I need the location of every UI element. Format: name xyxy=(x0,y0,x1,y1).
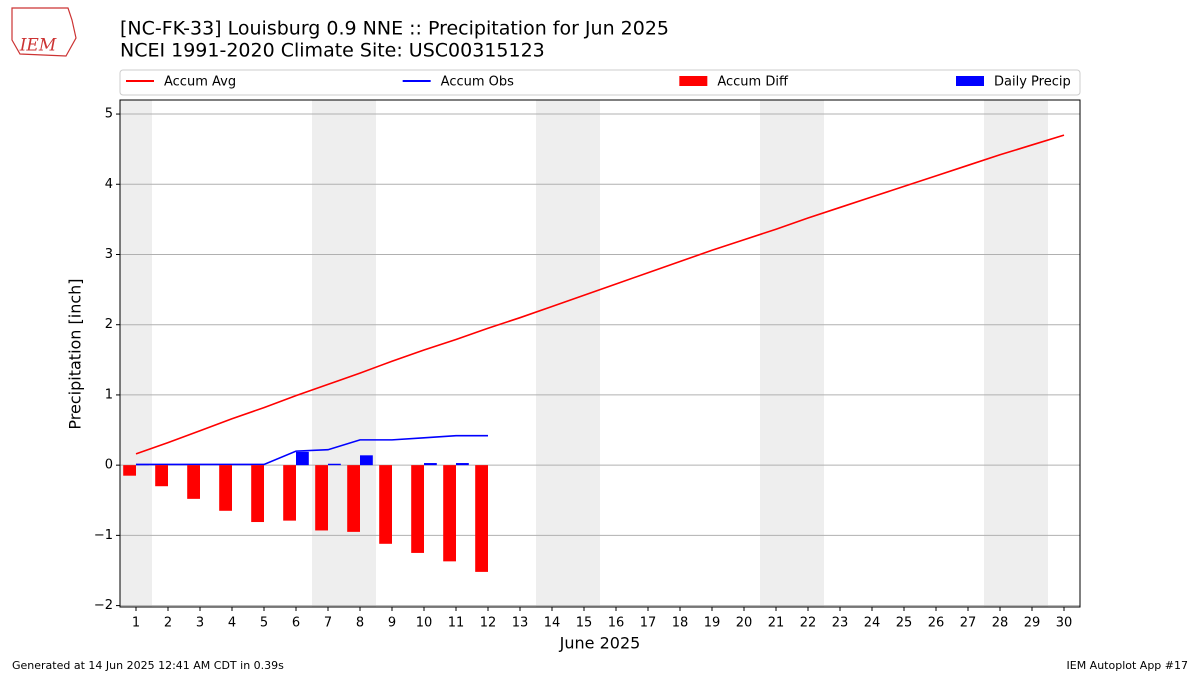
y-tick-label: 1 xyxy=(105,387,113,402)
x-tick-label: 10 xyxy=(416,616,433,631)
x-tick-label: 24 xyxy=(864,616,881,631)
x-tick-label: 8 xyxy=(356,616,364,631)
bar xyxy=(315,465,328,531)
x-tick-label: 9 xyxy=(388,616,396,631)
legend-swatch xyxy=(679,76,708,86)
x-tick-label: 19 xyxy=(704,616,721,631)
x-tick-label: 23 xyxy=(832,616,849,631)
x-tick-label: 22 xyxy=(800,616,817,631)
x-tick-label: 26 xyxy=(928,616,945,631)
weekend-band xyxy=(536,100,568,607)
bar xyxy=(283,465,296,521)
bar xyxy=(379,465,392,544)
logo: IEM xyxy=(11,7,77,57)
x-tick-label: 17 xyxy=(640,616,657,631)
x-tick-label: 20 xyxy=(736,616,753,631)
y-tick-label: 0 xyxy=(105,458,113,473)
bar xyxy=(360,455,373,466)
x-tick-label: 16 xyxy=(608,616,625,631)
x-tick-label: 28 xyxy=(992,616,1009,631)
bar xyxy=(123,465,136,476)
plot-frame xyxy=(119,99,1081,608)
y-axis-label: Precipitation [inch] xyxy=(66,278,85,429)
legend-label: Accum Obs xyxy=(441,75,514,90)
x-tick-label: 1 xyxy=(132,616,140,631)
y-tick-label: −1 xyxy=(94,528,113,543)
y-tick-label: 2 xyxy=(105,317,113,332)
footer-left: Generated at 14 Jun 2025 12:41 AM CDT in… xyxy=(12,659,284,672)
x-tick-label: 27 xyxy=(960,616,977,631)
x-tick-label: 18 xyxy=(672,616,689,631)
line xyxy=(136,434,488,466)
x-tick-label: 29 xyxy=(1024,616,1041,631)
bar xyxy=(251,465,264,523)
logo-text: IEM xyxy=(19,36,57,56)
legend-swatch xyxy=(956,76,984,86)
bar xyxy=(456,463,469,466)
x-tick-label: 3 xyxy=(196,616,204,631)
bar xyxy=(155,465,168,487)
x-tick-label: 2 xyxy=(164,616,172,631)
weekend-band xyxy=(1016,100,1048,607)
line xyxy=(135,134,1065,455)
x-tick-label: 5 xyxy=(260,616,268,631)
x-tick-label: 25 xyxy=(896,616,913,631)
bar xyxy=(411,465,424,553)
bar xyxy=(443,465,456,562)
legend-label: Accum Diff xyxy=(717,75,789,90)
y-tick-label: −2 xyxy=(94,598,113,613)
chart-subtitle: NCEI 1991-2020 Climate Site: USC00315123 xyxy=(120,40,545,62)
x-tick-label: 11 xyxy=(448,616,465,631)
y-tick-label: 5 xyxy=(105,107,113,122)
x-tick-label: 4 xyxy=(228,616,236,631)
x-axis-label: June 2025 xyxy=(559,634,641,653)
bar xyxy=(136,464,149,466)
bar xyxy=(424,463,437,466)
x-tick-label: 21 xyxy=(768,616,785,631)
bar xyxy=(475,465,488,572)
x-tick-label: 13 xyxy=(512,616,529,631)
bar xyxy=(187,465,200,499)
legend-label: Daily Precip xyxy=(994,75,1071,90)
chart-title: [NC-FK-33] Louisburg 0.9 NNE :: Precipit… xyxy=(120,18,669,40)
y-tick-label: 4 xyxy=(105,177,113,192)
weekend-band xyxy=(312,100,344,607)
bar xyxy=(296,451,309,466)
x-tick-label: 15 xyxy=(576,616,593,631)
weekend-band xyxy=(760,100,792,607)
weekend-band xyxy=(792,100,824,607)
footer-right: IEM Autoplot App #17 xyxy=(1067,659,1189,672)
x-tick-label: 12 xyxy=(480,616,497,631)
legend-label: Accum Avg xyxy=(164,75,236,90)
legend-box xyxy=(119,69,1081,96)
bar xyxy=(347,465,360,532)
x-tick-label: 7 xyxy=(324,616,332,631)
weekend-band xyxy=(120,100,152,607)
x-tick-label: 14 xyxy=(544,616,561,631)
weekend-band xyxy=(568,100,600,607)
bar xyxy=(219,465,232,511)
x-tick-label: 30 xyxy=(1056,616,1073,631)
bar xyxy=(328,463,341,466)
y-tick-label: 3 xyxy=(105,247,113,262)
x-tick-label: 6 xyxy=(292,616,300,631)
weekend-band xyxy=(984,100,1016,607)
